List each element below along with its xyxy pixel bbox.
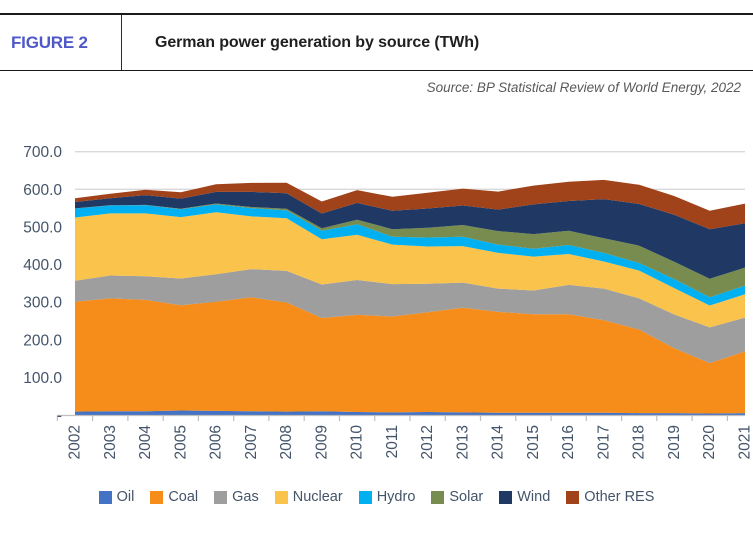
y-axis-label: 100.0 [23, 370, 62, 387]
area-nuclear [75, 212, 745, 328]
legend-label: Wind [517, 489, 551, 505]
legend-swatch-icon [274, 490, 288, 504]
x-axis-label: 2007 [243, 425, 260, 459]
y-axis-label: 500.0 [23, 219, 62, 236]
y-axis-label: - [57, 408, 62, 425]
legend-label: Gas [232, 489, 259, 505]
x-axis-label: 2005 [172, 425, 189, 459]
chart-area: - 100.0 200.0 300.0 400.0 500.0 600.0 700.0 2002… [0, 115, 753, 480]
legend-item-gas: Gas [214, 489, 259, 505]
area-gas [75, 269, 745, 364]
x-axis-label: 2006 [208, 425, 225, 459]
legend-item-nuclear: Nuclear [274, 489, 343, 505]
x-axis-label: 2018 [631, 425, 648, 459]
x-axis-label: 2003 [102, 425, 119, 459]
legend-item-wind: Wind [499, 489, 550, 505]
y-axis-label: 400.0 [23, 257, 62, 274]
chart-legend: Oil Coal Gas Nuclear Hydro Solar Wind Other RES [0, 489, 753, 505]
legend-item-coal: Coal [150, 489, 198, 505]
area-wind [75, 191, 745, 279]
x-axis-label: 2020 [701, 425, 718, 460]
area-hydro [75, 204, 745, 306]
legend-item-oil: Oil [98, 489, 135, 505]
area-solar [75, 203, 745, 298]
legend-item-solar: Solar [431, 489, 483, 505]
x-axis-label: 2011 [384, 425, 401, 458]
x-axis-label: 2004 [137, 425, 154, 460]
legend-swatch-icon [214, 490, 228, 504]
legend-label: Nuclear [292, 489, 343, 505]
y-axis-label: 200.0 [23, 332, 62, 349]
legend-swatch-icon [358, 490, 372, 504]
source-attribution: Source: BP Statistical Review of World E… [426, 80, 741, 95]
legend-swatch-icon [566, 490, 580, 504]
legend-swatch-icon [431, 490, 445, 504]
legend-label: Hydro [376, 489, 416, 505]
x-axis-label: 2015 [525, 425, 542, 459]
legend-label: Oil [116, 489, 135, 505]
x-axis-label: 2014 [490, 425, 507, 460]
legend-swatch-icon [98, 490, 112, 504]
area-oil [75, 410, 745, 415]
legend-label: Solar [449, 489, 484, 505]
x-axis-label: 2008 [278, 425, 295, 459]
legend-label: Other RES [584, 489, 655, 505]
figure-header: FIGURE 2 German power generation by sour… [0, 13, 753, 71]
stacked-area-chart: - 100.0 200.0 300.0 400.0 500.0 600.0 700.0 2002… [23, 144, 753, 460]
legend-label: Coal [168, 489, 199, 505]
x-axis-label: 2016 [560, 425, 577, 459]
legend-item-other-res: Other RES [566, 489, 654, 505]
x-axis-label: 2021 [737, 425, 753, 459]
x-axis-label: 2010 [349, 425, 366, 460]
legend-item-hydro: Hydro [358, 489, 416, 505]
area-coal [75, 297, 745, 414]
legend-swatch-icon [499, 490, 513, 504]
y-axis-label: 700.0 [23, 144, 62, 161]
x-axis-label: 2019 [666, 425, 683, 459]
area-other-res [75, 179, 745, 230]
legend-swatch-icon [150, 490, 164, 504]
x-axis-label: 2013 [454, 425, 471, 459]
x-axis-label: 2009 [313, 425, 330, 459]
chart-title: German power generation by source (TWh) [155, 33, 480, 51]
y-axis-label: 600.0 [23, 182, 62, 199]
x-axis-label: 2012 [419, 425, 436, 459]
x-axis-label: 2002 [67, 425, 84, 459]
x-axis-label: 2017 [595, 425, 612, 459]
y-axis-label: 300.0 [23, 295, 62, 312]
figure-number-label: FIGURE 2 [0, 15, 122, 70]
